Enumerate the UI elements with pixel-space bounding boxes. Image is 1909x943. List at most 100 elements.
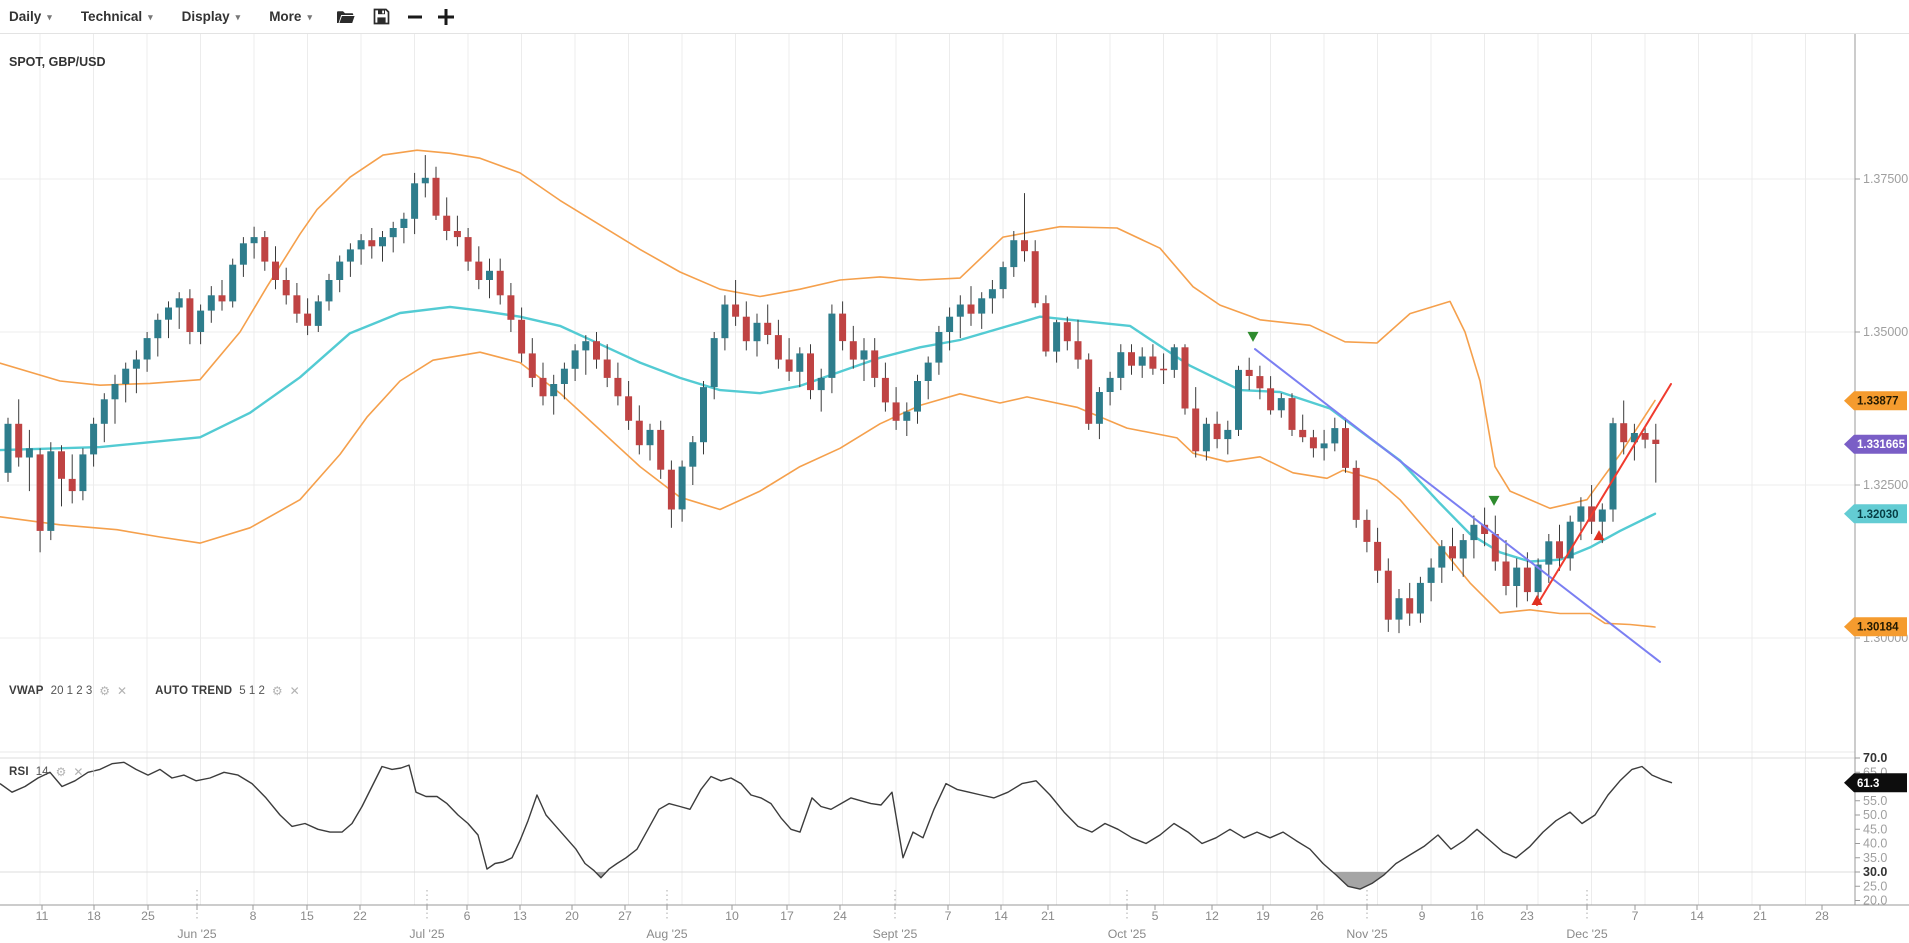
sell-signal-marker <box>1488 495 1500 506</box>
candle-body <box>946 316 954 332</box>
price-tag-text: 1.33877 <box>1857 396 1899 408</box>
candle-body <box>79 454 87 492</box>
candle-body <box>978 298 986 314</box>
candle-body <box>593 341 600 360</box>
candle-body <box>1213 423 1221 440</box>
day-label: 15 <box>300 909 314 923</box>
price-tick-label: 1.37500 <box>1863 172 1908 186</box>
candle-body <box>967 304 975 314</box>
candle-body <box>207 295 215 311</box>
rsi-move-up-arrow-icon[interactable]: ↑ <box>90 765 97 779</box>
rsi-legend-row: RSI 14 ⚙ ✕ ↑ <box>9 765 96 779</box>
candle-body <box>1267 388 1275 411</box>
candle-body <box>58 451 65 479</box>
candle-body <box>368 240 376 247</box>
timeframe-menu[interactable]: Daily ▾ <box>9 9 52 24</box>
candle-body <box>1406 598 1414 614</box>
display-menu[interactable]: Display ▾ <box>182 9 241 24</box>
candle-body <box>881 377 889 403</box>
zoom-in-button[interactable] <box>436 7 456 27</box>
candle-body <box>1459 540 1467 559</box>
candle-body <box>411 183 419 219</box>
chevron-down-icon: ▾ <box>307 12 312 22</box>
day-label: 18 <box>87 909 101 923</box>
candle-body <box>1331 428 1339 444</box>
candle-body <box>988 289 996 299</box>
candle-body <box>1395 598 1403 620</box>
vwap-params: 20 1 2 3 <box>50 685 93 697</box>
candle-body <box>1042 303 1050 352</box>
candle-body <box>1320 443 1328 449</box>
technical-menu[interactable]: Technical ▾ <box>81 9 153 24</box>
save-chart-button[interactable] <box>373 8 390 25</box>
candle-body <box>475 261 483 280</box>
candle-body <box>1170 347 1178 370</box>
month-label: Aug '25 <box>646 927 687 941</box>
candle-body <box>1192 408 1200 452</box>
day-label: 24 <box>833 909 847 923</box>
vwap-mid-line <box>0 305 1657 563</box>
rsi-tick-label: 50.0 <box>1863 808 1887 822</box>
candle-body <box>742 316 750 342</box>
open-chart-button[interactable] <box>336 9 355 25</box>
vwap-remove-close-icon[interactable]: ✕ <box>117 684 128 698</box>
day-label: 7 <box>945 909 952 923</box>
candle-body <box>1566 521 1574 559</box>
candle-body <box>496 270 504 296</box>
vwap-settings-gear-icon[interactable]: ⚙ <box>99 684 111 698</box>
candle-body <box>111 384 119 400</box>
save-icon <box>373 8 390 25</box>
candle-body <box>1138 356 1146 366</box>
chevron-down-icon: ▾ <box>235 12 241 22</box>
candle-body <box>528 353 536 378</box>
auto-trend-remove-close-icon[interactable]: ✕ <box>289 684 300 698</box>
candle-body <box>1299 429 1307 438</box>
minus-icon <box>407 15 422 18</box>
rsi-settings-gear-icon[interactable]: ⚙ <box>55 765 67 779</box>
candle-body <box>1352 467 1360 520</box>
candle-body <box>903 411 911 421</box>
day-label: 14 <box>994 909 1008 923</box>
rsi-remove-close-icon[interactable]: ✕ <box>73 765 84 779</box>
candle-body <box>507 295 515 320</box>
day-label: 5 <box>1152 909 1159 923</box>
symbol-label: SPOT, GBP/USD <box>9 55 106 69</box>
candle-body <box>1063 322 1071 342</box>
candle-body <box>796 353 804 372</box>
price-tag-text: 1.30184 <box>1857 622 1899 634</box>
candle-body <box>154 319 162 339</box>
rsi-line <box>0 761 1673 890</box>
plus-icon <box>437 8 454 25</box>
candle-body <box>1053 322 1061 352</box>
candle-body <box>336 261 344 280</box>
candle-body <box>100 399 108 424</box>
candle-body <box>1577 506 1585 522</box>
zoom-out-button[interactable] <box>406 8 424 26</box>
candle-body <box>753 322 761 342</box>
candle-body <box>1630 433 1638 443</box>
candle-body <box>956 304 964 317</box>
auto-trend-params: 5 1 2 <box>239 685 265 697</box>
candle-body <box>539 377 547 397</box>
vwap-lower-band <box>0 351 1656 628</box>
candle-body <box>1117 352 1125 378</box>
candle-body <box>1309 437 1317 449</box>
timeframe-menu-label: Daily <box>9 9 42 24</box>
candle-body <box>1523 567 1531 593</box>
month-label: Oct '25 <box>1108 927 1147 941</box>
candle-body <box>1545 541 1553 565</box>
candle-body <box>250 237 258 244</box>
candle-body <box>1342 428 1349 468</box>
candle-body <box>1085 359 1093 424</box>
price-tag <box>1844 391 1907 411</box>
more-menu[interactable]: More ▾ <box>269 9 312 24</box>
candle-body <box>1449 546 1456 559</box>
auto-trend-settings-gear-icon[interactable]: ⚙ <box>271 684 283 698</box>
candle-body <box>314 301 322 326</box>
display-menu-label: Display <box>181 9 230 24</box>
candle-body <box>261 237 269 262</box>
day-label: 22 <box>353 909 367 923</box>
candle-body <box>667 469 675 510</box>
